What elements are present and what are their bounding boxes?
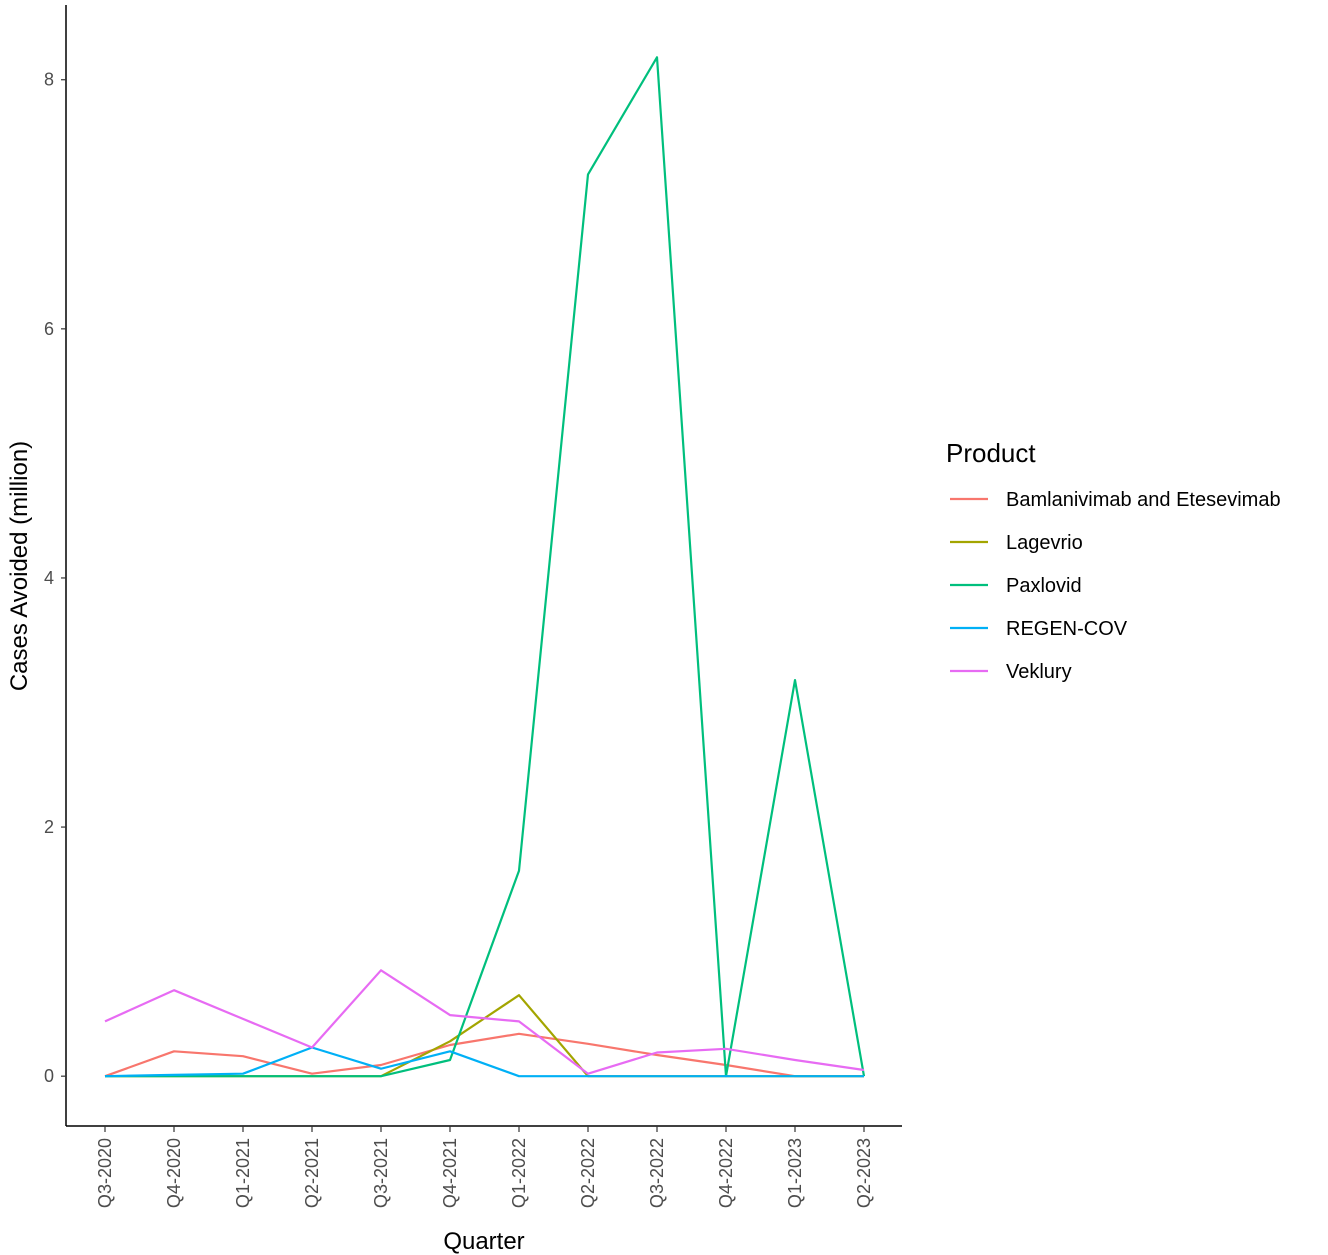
x-tick-label: Q3-2021: [371, 1138, 391, 1208]
legend: Product Bamlanivimab and Etesevimab Lagev…: [946, 438, 1281, 683]
x-tick-label: Q3-2020: [95, 1138, 115, 1208]
legend-label: Paxlovid: [1006, 575, 1082, 597]
x-axis-title: Quarter: [443, 1228, 524, 1255]
x-tick-label: Q4-2022: [716, 1138, 736, 1208]
x-tick-label: Q2-2022: [578, 1138, 598, 1208]
y-tick-label: 2: [44, 817, 54, 837]
x-tick-label: Q4-2020: [164, 1138, 184, 1208]
y-tick-label: 6: [44, 319, 54, 339]
legend-items: Bamlanivimab and Etesevimab Lagevrio Paxlo…: [950, 489, 1281, 683]
y-tick-label: 0: [44, 1066, 54, 1086]
legend-label: Lagevrio: [1006, 532, 1083, 554]
series-line: [105, 56, 866, 1078]
x-tick-label: Q3-2022: [647, 1138, 667, 1208]
series-line: [104, 969, 865, 1075]
x-ticks: Q3-2020 Q4-2020 Q1-2021 Q2-2021 Q3-2021 Q4-20…: [95, 1126, 874, 1208]
x-tick-label: Q4-2021: [440, 1138, 460, 1208]
x-tick-label: Q2-2021: [302, 1138, 322, 1208]
series-line: [104, 1046, 864, 1078]
series-lines: [104, 56, 866, 1078]
series-line: [104, 1032, 864, 1078]
y-axis-title: Cases Avoided (million): [6, 441, 33, 691]
legend-label: Veklury: [1006, 661, 1072, 683]
x-tick-label: Q2-2023: [854, 1138, 874, 1208]
x-tick-label: Q1-2021: [233, 1138, 253, 1208]
axes: [65, 5, 902, 1127]
y-tick-label: 8: [44, 70, 54, 90]
legend-title: Product: [946, 438, 1036, 468]
legend-label: Bamlanivimab and Etesevimab: [1006, 489, 1281, 511]
y-tick-label: 4: [44, 568, 54, 588]
legend-label: REGEN-COV: [1006, 618, 1128, 640]
x-tick-label: Q1-2023: [785, 1138, 805, 1208]
x-tick-label: Q1-2022: [509, 1138, 529, 1208]
y-ticks: 0 2 4 6 8: [44, 70, 66, 1086]
